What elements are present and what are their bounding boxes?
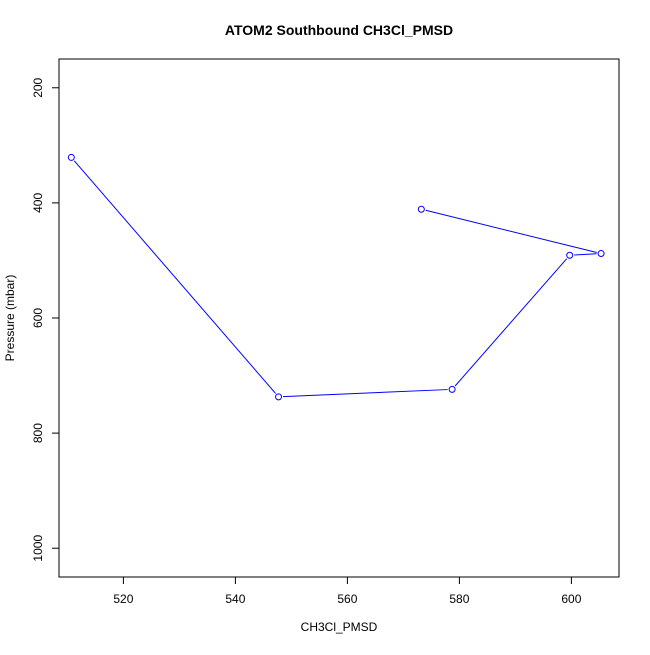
- series-line-segment: [282, 389, 448, 398]
- series-line-segment: [574, 253, 597, 256]
- x-tick-label: 540: [225, 592, 245, 606]
- y-tick-label: 1000: [31, 535, 45, 562]
- data-point: [597, 250, 605, 258]
- x-tick-label: 600: [561, 592, 581, 606]
- data-point: [417, 205, 425, 213]
- series-line-segment: [454, 258, 568, 387]
- data-point: [566, 251, 574, 259]
- data-point: [67, 153, 75, 161]
- data-point: [448, 385, 456, 393]
- series-layer: [67, 153, 605, 401]
- y-tick-label: 200: [31, 77, 45, 97]
- series-line-segment: [73, 160, 276, 394]
- y-tick-label: 400: [31, 193, 45, 213]
- data-point: [275, 393, 283, 401]
- y-tick-label: 800: [31, 423, 45, 443]
- x-tick-label: 520: [113, 592, 133, 606]
- chart-title: ATOM2 Southbound CH3Cl_PMSD: [225, 22, 453, 38]
- x-tick-label: 560: [337, 592, 357, 606]
- x-axis: 520 540 560 580 600: [113, 576, 582, 606]
- y-tick-label: 600: [31, 308, 45, 328]
- y-axis: 200 400 600 800 1000: [31, 77, 60, 562]
- x-tick-label: 580: [449, 592, 469, 606]
- y-axis-label: Pressure (mbar): [3, 275, 17, 362]
- series-line-segment: [425, 209, 597, 253]
- plot-frame: [58, 58, 620, 578]
- x-axis-label: CH3Cl_PMSD: [301, 620, 378, 634]
